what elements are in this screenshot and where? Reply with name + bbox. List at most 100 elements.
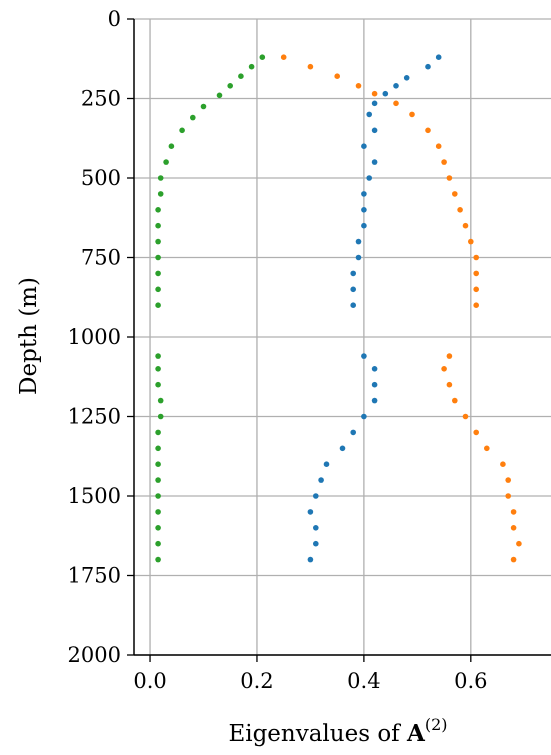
data-point: [155, 509, 161, 515]
data-point: [425, 127, 431, 134]
data-point: [435, 54, 442, 60]
grid-lines: [134, 18, 551, 656]
data-point: [457, 207, 463, 213]
y-tick-label: 500: [81, 166, 121, 190]
tick-labels: 0.0 0.2 0.4 0.6 0 250 500 750 1000 1250 1500 1750 20…: [68, 7, 488, 693]
data-point: [361, 413, 367, 420]
y-tick-label: 1750: [68, 564, 121, 588]
data-point: [190, 114, 196, 121]
data-point: [505, 477, 512, 483]
data-point: [355, 254, 362, 261]
data-point: [155, 477, 161, 483]
data-point: [435, 143, 442, 149]
data-point: [510, 556, 517, 563]
y-tick-label: 0: [108, 7, 121, 31]
x-axis-label-superscript: (2): [425, 715, 448, 734]
data-point: [393, 83, 399, 89]
data-point: [227, 83, 233, 89]
x-tick-label: 0.6: [454, 669, 487, 693]
data-point: [157, 175, 164, 181]
data-point: [155, 366, 161, 372]
data-point: [155, 207, 161, 213]
data-point: [382, 90, 389, 97]
data-point: [371, 366, 378, 372]
data-point: [473, 270, 480, 277]
data-point: [355, 83, 362, 89]
data-point: [452, 191, 458, 197]
data-point: [307, 556, 314, 563]
data-point: [350, 302, 357, 309]
data-point: [155, 222, 161, 229]
data-point: [361, 191, 367, 197]
data-point: [409, 111, 415, 118]
series-0: [307, 54, 442, 563]
data-point: [350, 429, 357, 436]
data-point: [350, 286, 357, 293]
data-points: [155, 54, 522, 563]
data-point: [157, 397, 164, 404]
data-point: [313, 525, 319, 531]
data-point: [313, 540, 319, 547]
data-point: [155, 381, 161, 388]
data-point: [371, 100, 378, 107]
data-point: [473, 286, 480, 293]
data-point: [216, 92, 223, 99]
data-point: [313, 493, 319, 499]
data-point: [446, 381, 453, 388]
data-point: [361, 207, 367, 213]
data-point: [361, 222, 367, 229]
data-point: [155, 540, 161, 547]
data-point: [155, 445, 161, 452]
y-axis-label: Depth (m): [16, 277, 42, 395]
data-point: [366, 111, 373, 118]
data-point: [179, 127, 185, 134]
data-point: [318, 477, 324, 483]
data-point: [361, 143, 367, 149]
data-point: [238, 73, 244, 79]
axes: [127, 18, 551, 662]
data-point: [163, 159, 169, 165]
x-axis-label: Eigenvalues of A(2): [228, 715, 447, 747]
series-1: [280, 54, 522, 563]
data-point: [446, 353, 453, 359]
data-point: [334, 73, 341, 79]
y-tick-label: 2000: [68, 643, 121, 667]
data-point: [462, 222, 469, 229]
data-point: [155, 286, 161, 293]
data-point: [371, 127, 378, 134]
data-point: [510, 525, 517, 531]
data-point: [371, 159, 378, 165]
x-axis-label-text: Eigenvalues of: [228, 721, 401, 747]
data-point: [462, 413, 469, 420]
data-point: [155, 556, 161, 563]
data-point: [155, 238, 161, 245]
data-point: [155, 493, 161, 499]
series-2: [155, 54, 266, 563]
y-tick-label: 1250: [68, 405, 121, 429]
data-point: [155, 254, 161, 261]
data-point: [307, 509, 314, 515]
data-point: [510, 509, 517, 515]
data-point: [157, 413, 164, 420]
data-point: [393, 100, 399, 107]
data-point: [157, 191, 164, 197]
data-point: [371, 381, 378, 388]
data-point: [366, 175, 373, 181]
y-tick-label: 250: [81, 87, 121, 111]
data-point: [468, 238, 474, 245]
data-point: [355, 238, 362, 245]
data-point: [350, 270, 357, 277]
data-point: [280, 54, 287, 60]
data-point: [473, 302, 480, 309]
data-point: [473, 254, 480, 261]
data-point: [505, 493, 512, 499]
data-point: [516, 540, 522, 547]
x-tick-label: 0.0: [133, 669, 166, 693]
data-point: [200, 103, 207, 110]
data-point: [452, 397, 458, 404]
data-point: [403, 75, 410, 81]
data-point: [441, 366, 447, 372]
data-point: [155, 461, 161, 468]
y-tick-label: 1500: [68, 484, 121, 508]
